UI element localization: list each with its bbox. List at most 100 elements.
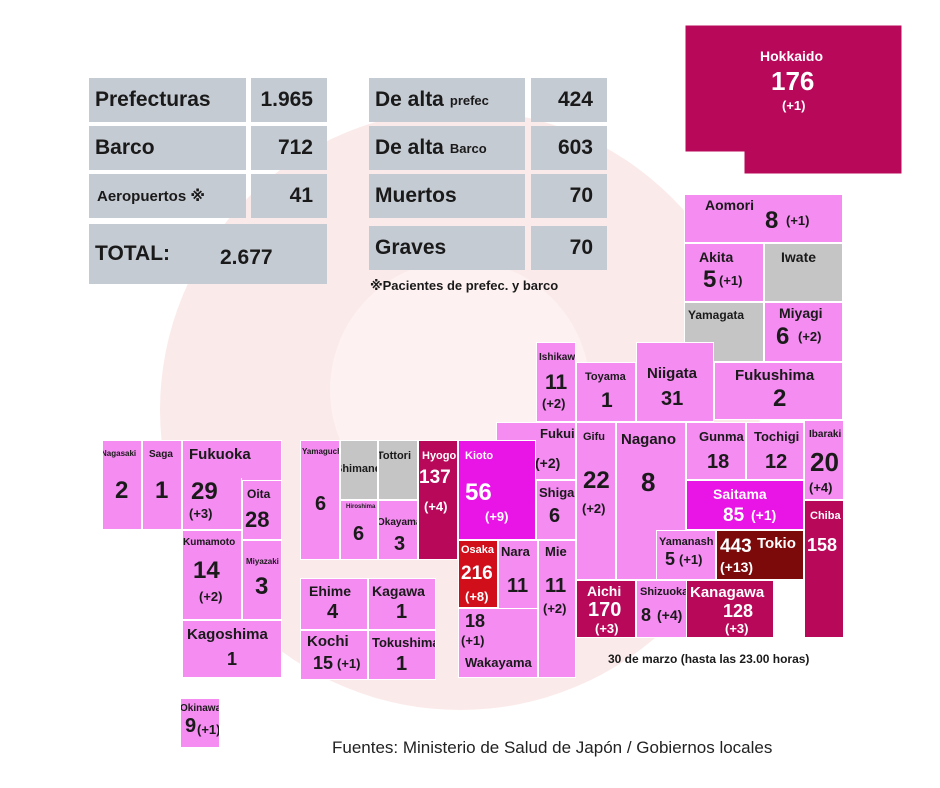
gifu-count: 22 (583, 467, 610, 494)
aomori-inc: (+1) (786, 213, 810, 228)
date-note: 30 de marzo (hasta las 23.00 horas) (608, 652, 810, 666)
stat-prefecturas-label: Prefecturas (89, 78, 246, 122)
akita-name: Akita (699, 249, 734, 265)
iwate-name: Iwate (781, 249, 817, 265)
pref-wakayama: 18 (+1) Wakayama (458, 608, 538, 678)
tokushima-name: Tokushima (372, 635, 436, 650)
nagano-name: Nagano (621, 431, 677, 448)
shizuoka-inc: (+4) (657, 607, 683, 623)
tokio-name: Tokio (757, 535, 796, 552)
pref-tochigi: Tochigi 12 (746, 422, 804, 480)
hiroshima-count: 6 (353, 523, 365, 545)
hokkaido-count: 176 (771, 66, 815, 96)
stat-muertos-label: Muertos (369, 174, 525, 218)
pref-yamanashi: Yamanash 5 (+1) (656, 530, 716, 580)
fukushima-count: 2 (773, 385, 787, 412)
stat-graves-label: Graves (369, 226, 525, 270)
pref-gifu: Gifu 22 (+2) (576, 422, 616, 580)
pref-mie: Mie 11 (+2) (538, 540, 576, 678)
oita-count: 28 (245, 507, 270, 532)
hiroshima-name: Hiroshima (346, 504, 376, 510)
shiga-name: Shiga (539, 485, 575, 500)
toyama-name: Toyama (585, 371, 626, 383)
pref-okayama: Okayama 3 (378, 500, 418, 560)
pref-nagasaki: Nagasaki 2 (102, 440, 142, 530)
pref-kumamoto: Kumamoto 14 (+2) (182, 530, 242, 620)
pref-gunma: Gunma 18 (686, 422, 746, 480)
pref-miyagi: Miyagi 6 (+2) (764, 302, 843, 362)
pref-niigata-upper (636, 342, 714, 362)
hyogo-count: 137 (419, 467, 451, 488)
pref-ishikawa: Ishikawa 11 (+2) (536, 342, 576, 422)
miyazaki-name: Miyazaki (246, 557, 279, 566)
fukushima-name: Fukushima (735, 367, 815, 384)
osaka-count: 216 (461, 563, 493, 584)
fukui-inc: (+2) (535, 455, 561, 471)
mie-count: 11 (545, 575, 567, 597)
nagano-count: 8 (641, 467, 656, 497)
pref-tottori: Tottori (378, 440, 418, 500)
yamanashi-name: Yamanash (659, 536, 714, 548)
kochi-count: 15 (313, 653, 334, 673)
tochigi-name: Tochigi (754, 429, 800, 444)
wakayama-name: Wakayama (465, 655, 532, 670)
kioto-name: Kioto (465, 450, 494, 462)
pref-fukuoka: Fukuoka (182, 440, 282, 480)
ibaraki-inc: (+4) (809, 480, 833, 495)
pref-chiba: Chiba 158 (804, 500, 844, 638)
fukuoka-inc: (+3) (189, 506, 213, 521)
yamaguchi-count: 6 (315, 493, 327, 515)
kumamoto-count: 14 (193, 557, 220, 584)
mie-name: Mie (545, 544, 567, 559)
kanagawa-count: 128 (723, 601, 754, 621)
kioto-count: 56 (465, 479, 492, 506)
fukuoka-count: 29 (191, 478, 218, 505)
stat-alta-barco-value: 603 (531, 126, 607, 170)
shizuoka-name: Shizuoka (640, 586, 689, 598)
okayama-name: Okayama (378, 517, 417, 528)
miyagi-name: Miyagi (779, 305, 823, 321)
yamanashi-count: 5 (665, 549, 676, 569)
kanagawa-inc: (+3) (725, 621, 749, 636)
pref-aichi: Aichi 170 (+3) (576, 580, 636, 638)
pref-toyama: Toyama 1 (576, 362, 636, 422)
aomori-name: Aomori (705, 197, 754, 213)
ishikawa-name: Ishikawa (539, 352, 576, 363)
hokkaido-name: Hokkaido (760, 48, 824, 64)
pref-hiroshima: Hiroshima 6 (340, 500, 378, 560)
saitama-name: Saitama (713, 486, 767, 502)
wakayama-inc: (+1) (461, 633, 485, 648)
hyogo-name: Hyogo (422, 450, 457, 462)
okinawa-name: Okinawa (180, 703, 220, 714)
stat-barco-label: Barco (89, 126, 246, 170)
aichi-count: 170 (588, 599, 622, 621)
kagoshima-name: Kagoshima (187, 626, 268, 643)
tokio-inc: (+13) (720, 559, 754, 575)
stat-aeropuertos-label: Aeropuertos ※ (89, 174, 246, 218)
miyagi-inc: (+2) (798, 329, 822, 344)
tottori-name: Tottori (378, 450, 412, 462)
saitama-count: 85 (723, 505, 745, 526)
stat-prefecturas-value: 1.965 (251, 78, 327, 122)
pref-nara: Nara 11 (498, 540, 538, 638)
kochi-inc: (+1) (337, 656, 361, 671)
chiba-count: 158 (807, 535, 838, 555)
gifu-inc: (+2) (582, 501, 606, 516)
nagasaki-count: 2 (115, 477, 129, 504)
hokkaido-shape (684, 24, 903, 175)
shimane-name: Shimane (341, 463, 378, 475)
kumamoto-inc: (+2) (199, 589, 223, 604)
pref-ibaraki: Ibaraki 20 (+4) (804, 420, 844, 500)
stat-graves-value: 70 (531, 226, 607, 270)
tokushima-count: 1 (396, 653, 408, 675)
yamanashi-inc: (+1) (679, 552, 703, 567)
shizuoka-count: 8 (641, 605, 652, 625)
pref-akita: Akita 5 (+1) (684, 243, 764, 302)
ibaraki-name: Ibaraki (809, 429, 842, 440)
pref-saga: Saga 1 (142, 440, 182, 530)
stat-aeropuertos-value: 41 (251, 174, 327, 218)
stat-barco-value: 712 (251, 126, 327, 170)
ishikawa-inc: (+2) (542, 396, 566, 411)
pref-fukushima: Fukushima 2 (714, 362, 843, 420)
pref-fukuoka-lower: 29 (+3) (182, 478, 242, 530)
